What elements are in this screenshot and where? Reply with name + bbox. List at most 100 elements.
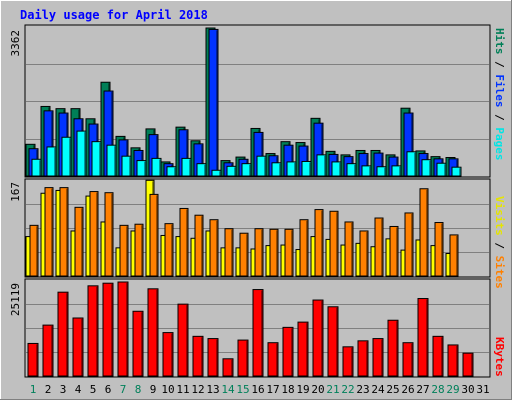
x-tick-label-3: 3 (60, 383, 67, 396)
x-tick-label-20: 20 (311, 383, 324, 396)
bar-shade-sites-day-15 (246, 234, 248, 276)
bar-shade-pages-day-28 (444, 164, 446, 176)
bar-sites-day-28 (434, 222, 444, 277)
bar-sites-day-9 (149, 193, 159, 277)
bar-shade-pages-day-14 (234, 167, 236, 176)
bar-shade-kbytes-day-15 (246, 341, 248, 376)
bar-shade-pages-day-8 (144, 161, 146, 176)
bar-sites-day-8 (134, 223, 144, 277)
bars-hits-files-pages (25, 27, 462, 177)
bar-pages-day-19 (301, 160, 312, 177)
bar-pages-day-24 (376, 166, 387, 177)
bar-shade-kbytes-day-16 (261, 290, 263, 376)
bar-kbytes-day-24 (372, 338, 384, 377)
bar-shade-files-day-6 (111, 92, 113, 176)
bar-sites-day-4 (74, 206, 84, 277)
bar-sites-day-22 (344, 221, 354, 277)
bar-shade-kbytes-day-7 (126, 283, 128, 376)
bar-shade-sites-day-26 (411, 213, 413, 276)
chart-title: Daily usage for April 2018 (20, 8, 208, 22)
bar-shade-kbytes-day-12 (201, 337, 203, 376)
bar-kbytes-day-7 (117, 281, 129, 377)
bar-kbytes-day-28 (432, 335, 444, 377)
bar-shade-sites-day-29 (456, 235, 458, 276)
x-tick-label-23: 23 (356, 383, 369, 396)
bar-kbytes-day-12 (192, 335, 204, 377)
bar-pages-day-11 (181, 157, 192, 177)
legend-hits: Hits (493, 28, 506, 55)
bar-shade-kbytes-day-29 (456, 345, 458, 376)
bar-kbytes-day-16 (252, 289, 264, 377)
bar-shade-pages-day-27 (429, 160, 431, 176)
bar-pages-day-10 (166, 166, 177, 177)
x-tick-label-30: 30 (461, 383, 474, 396)
bar-shade-sites-day-9 (156, 195, 158, 276)
bar-sites-day-25 (389, 225, 399, 277)
bar-shade-kbytes-day-24 (381, 339, 383, 376)
bar-shade-pages-day-7 (129, 157, 131, 176)
bar-shade-kbytes-day-9 (156, 289, 158, 376)
x-tick-label-28: 28 (431, 383, 444, 396)
bar-shade-sites-day-5 (96, 192, 98, 276)
legend-visits: Visits (493, 196, 506, 236)
bar-shade-pages-day-18 (294, 162, 296, 176)
bar-shade-pages-day-21 (339, 162, 341, 176)
bar-sites-day-19 (299, 219, 309, 277)
bar-pages-day-4 (76, 130, 87, 177)
bar-sites-day-2 (44, 187, 54, 277)
bar-pages-day-26 (406, 151, 417, 177)
bar-shade-kbytes-day-20 (321, 301, 323, 376)
bar-shade-sites-day-27 (426, 189, 428, 276)
bar-pages-day-25 (391, 165, 402, 177)
bar-pages-day-22 (346, 163, 357, 177)
bar-kbytes-day-15 (237, 339, 249, 377)
bar-sites-day-5 (89, 191, 99, 277)
bar-shade-sites-day-7 (126, 226, 128, 276)
bar-shade-sites-day-24 (381, 219, 383, 276)
bar-shade-kbytes-day-4 (81, 318, 83, 376)
bar-shade-pages-day-20 (324, 155, 326, 176)
bar-kbytes-day-3 (57, 291, 69, 377)
bar-sites-day-13 (209, 219, 219, 277)
bar-shade-pages-day-11 (189, 159, 191, 176)
x-tick-label-2: 2 (45, 383, 52, 396)
bar-pages-day-18 (286, 161, 297, 177)
bar-pages-day-7 (121, 155, 132, 177)
bar-pages-day-5 (91, 141, 102, 177)
bar-pages-day-21 (331, 161, 342, 177)
bar-shade-sites-day-23 (366, 231, 368, 276)
bar-sites-day-3 (59, 187, 69, 277)
bar-sites-day-12 (194, 214, 204, 277)
bar-shade-pages-day-2 (54, 147, 56, 176)
bar-shade-sites-day-17 (276, 230, 278, 276)
x-tick-label-22: 22 (341, 383, 354, 396)
bar-shade-kbytes-day-17 (276, 343, 278, 376)
x-tick-label-11: 11 (176, 383, 189, 396)
bar-shade-sites-day-28 (441, 223, 443, 276)
bar-pages-day-1 (31, 158, 42, 177)
bar-kbytes-day-26 (402, 342, 414, 377)
bar-kbytes-day-5 (87, 285, 99, 377)
bar-shade-pages-day-22 (354, 164, 356, 176)
bar-pages-day-27 (421, 159, 432, 177)
bar-kbytes-day-10 (162, 332, 174, 377)
bar-shade-kbytes-day-27 (426, 299, 428, 376)
bar-shade-pages-day-3 (69, 138, 71, 176)
x-tick-label-1: 1 (30, 383, 37, 396)
bar-sites-day-23 (359, 230, 369, 277)
bar-kbytes-day-6 (102, 282, 114, 377)
bar-shade-sites-day-25 (396, 227, 398, 276)
bar-shade-pages-day-29 (459, 168, 461, 176)
legend-sep-3: / (493, 236, 506, 256)
bar-shade-files-day-18 (291, 146, 293, 176)
bar-shade-files-day-26 (411, 114, 413, 176)
bar-shade-sites-day-3 (66, 188, 68, 276)
bar-kbytes-day-11 (177, 303, 189, 377)
bar-shade-sites-day-13 (216, 220, 218, 276)
bar-pages-day-9 (151, 157, 162, 177)
bar-shade-sites-day-4 (81, 208, 83, 276)
bar-kbytes-day-22 (342, 346, 354, 377)
x-tick-label-17: 17 (266, 383, 279, 396)
bar-sites-day-1 (29, 224, 39, 277)
bar-shade-pages-day-13 (219, 171, 221, 176)
